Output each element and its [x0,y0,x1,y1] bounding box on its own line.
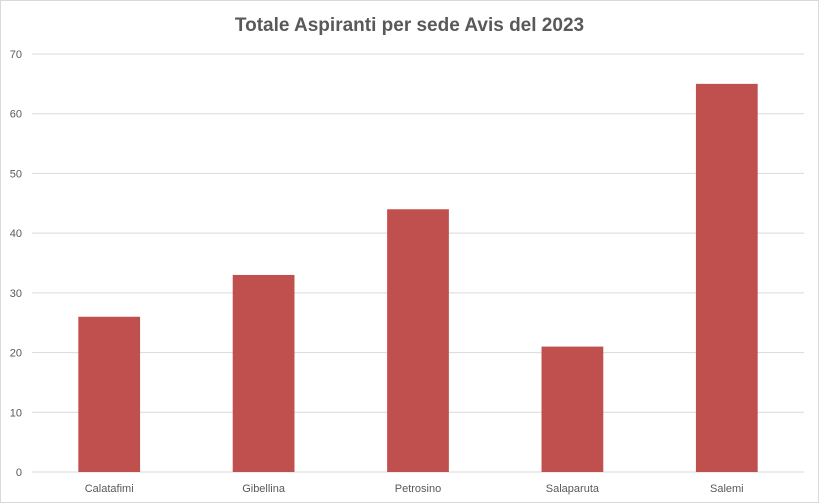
x-tick-label: Salaparuta [546,483,600,495]
bar-salemi [695,83,758,472]
y-tick-label: 30 [10,288,22,300]
y-tick-label: 0 [16,467,22,479]
y-tick-label: 40 [10,228,22,240]
y-tick-label: 70 [10,49,22,61]
x-tick-label: Salemi [710,483,744,495]
x-tick-label: Petrosino [395,483,441,495]
bar-calatafimi [78,316,141,472]
bar-gibellina [232,274,295,472]
y-tick-label: 10 [10,407,22,419]
y-tick-label: 60 [10,109,22,121]
y-tick-label: 50 [10,168,22,180]
x-tick-label: Calatafimi [85,483,134,495]
bar-petrosino [387,209,449,472]
y-tick-label: 20 [10,348,22,360]
bar-salaparuta [541,346,604,472]
x-tick-label: Gibellina [242,483,286,495]
chart-title: Totale Aspiranti per sede Avis del 2023 [234,15,585,36]
